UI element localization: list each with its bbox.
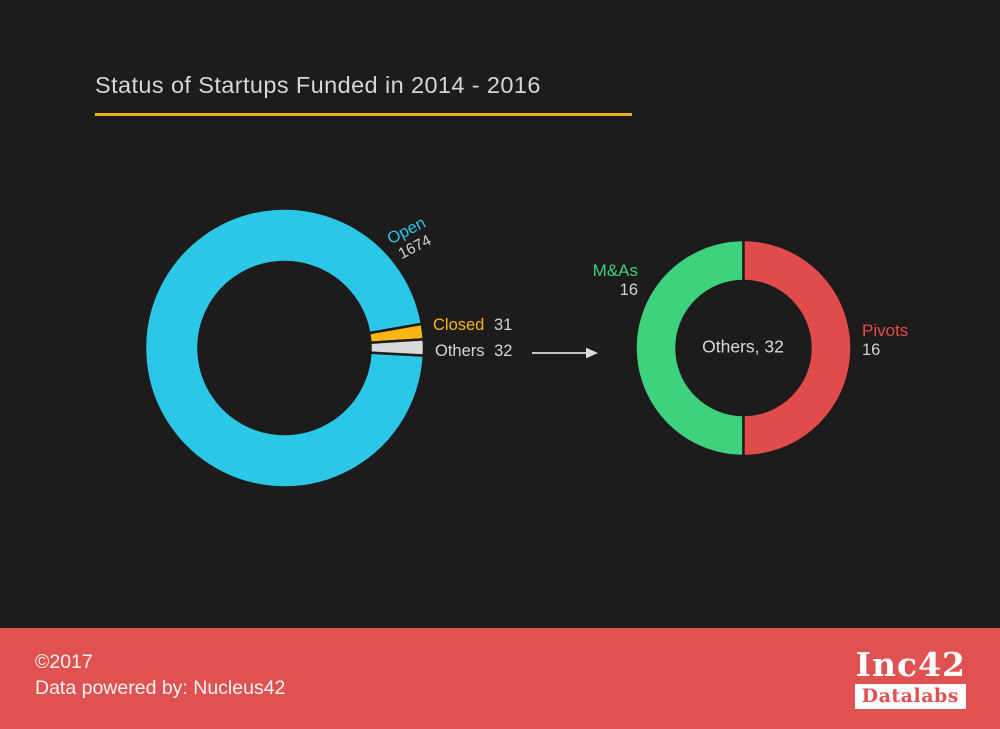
label-mas-value: 16 — [619, 281, 638, 300]
small-donut — [634, 238, 853, 458]
label-mas: M&As 16 — [568, 261, 638, 301]
label-closed: Closed 31 — [433, 316, 512, 335]
credit-text: Data powered by: Nucleus42 — [35, 676, 286, 699]
inc42-datalabs-logo: Inc42 Datalabs — [854, 645, 966, 709]
logo-datalabs-text: Datalabs — [854, 684, 966, 709]
label-closed-name: Closed — [433, 316, 485, 334]
label-others-name: Others — [435, 342, 485, 360]
label-pivots: Pivots 16 — [862, 321, 908, 361]
label-others: Others 32 — [435, 342, 512, 361]
label-closed-value: 31 — [493, 316, 513, 334]
label-mas-name: M&As — [592, 261, 638, 280]
big-donut — [143, 207, 426, 489]
title-underline — [95, 113, 632, 116]
others-breakdown-donut-slice-pivots — [742, 238, 853, 458]
startup-status-donut-slice-others — [369, 338, 426, 357]
small-donut-center-label: Others, 32 — [702, 336, 784, 357]
label-others-value: 32 — [494, 342, 513, 360]
label-pivots-name: Pivots — [862, 321, 909, 340]
footer: ©2017 Data powered by: Nucleus42 Inc42 D… — [0, 628, 1000, 729]
others-breakdown-donut-slice-m-as — [634, 238, 745, 458]
label-pivots-value: 16 — [862, 341, 881, 360]
arrow-icon — [532, 347, 598, 359]
copyright-text: ©2017 — [35, 651, 93, 673]
footer-text: ©2017 Data powered by: Nucleus42 — [35, 650, 285, 701]
page-title: Status of Startups Funded in 2014 - 2016 — [95, 72, 541, 98]
startup-status-donut-slice-open — [143, 207, 426, 489]
logo-inc42-text: Inc42 — [855, 645, 966, 684]
